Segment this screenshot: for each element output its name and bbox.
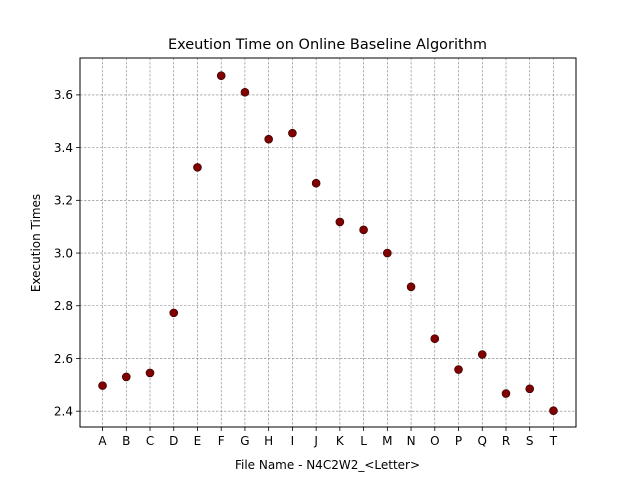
x-tick-label-d: D: [169, 434, 178, 448]
data-point-d: [169, 308, 179, 318]
y-tick-label: 3.4: [54, 141, 73, 155]
y-tick-label: 2.6: [54, 352, 73, 366]
y-axis-ticks: 2.4 2.6 2.8 3.0 3.2 3.4 3.6: [54, 88, 80, 418]
x-axis-label: File Name - N4C2W2_<Letter>: [235, 458, 420, 472]
data-point-i: [288, 128, 297, 138]
x-tick-label-m: M: [382, 434, 392, 448]
data-point-s: [525, 384, 535, 394]
axes-frame: [79, 57, 577, 428]
x-tick-label-q: Q: [478, 434, 487, 448]
data-point-q: [477, 350, 487, 359]
data-points: [98, 71, 558, 415]
data-point-b: [121, 372, 131, 382]
data-point-a: [98, 381, 107, 390]
y-tick-label: 3.6: [54, 88, 73, 102]
data-point-k: [335, 217, 345, 227]
chart-title: Exeution Time on Online Baseline Algorit…: [168, 37, 487, 53]
data-point-c: [145, 368, 155, 378]
x-tick-label-f: F: [218, 434, 225, 448]
x-tick-label-t: T: [549, 434, 558, 448]
data-point-p: [454, 365, 463, 374]
x-tick-label-p: P: [455, 434, 462, 448]
y-tick-label: 2.8: [54, 299, 73, 313]
x-tick-label-h: H: [264, 434, 273, 448]
x-tick-label-e: E: [194, 434, 202, 448]
data-point-h: [264, 134, 273, 144]
x-tick-label-k: K: [336, 434, 345, 448]
x-tick-label-n: N: [407, 434, 416, 448]
data-point-t: [549, 406, 558, 415]
x-tick-label-a: A: [98, 434, 107, 448]
x-tick-label-r: R: [502, 434, 510, 448]
x-tick-label-b: B: [122, 434, 130, 448]
x-tick-label-c: C: [146, 434, 154, 448]
x-tick-label-o: O: [430, 434, 439, 448]
y-axis-label: Execution Times: [29, 194, 43, 292]
y-tick-label: 3.2: [54, 194, 73, 208]
x-tick-label-j: J: [313, 434, 318, 448]
x-tick-label-g: G: [240, 434, 249, 448]
data-point-m: [383, 248, 392, 258]
grid-lines: [80, 58, 576, 427]
data-point-n: [406, 282, 416, 292]
x-tick-label-i: I: [291, 434, 295, 448]
x-tick-label-l: L: [360, 434, 367, 448]
x-tick-label-s: S: [526, 434, 534, 448]
data-point-o: [430, 334, 440, 344]
data-point-f: [216, 71, 226, 80]
data-point-l: [359, 225, 368, 235]
data-point-j: [311, 178, 321, 188]
data-point-g: [240, 87, 250, 97]
data-point-r: [501, 389, 511, 398]
data-point-e: [193, 163, 202, 172]
y-tick-label: 3.0: [54, 246, 73, 260]
y-tick-label: 2.4: [54, 404, 73, 418]
